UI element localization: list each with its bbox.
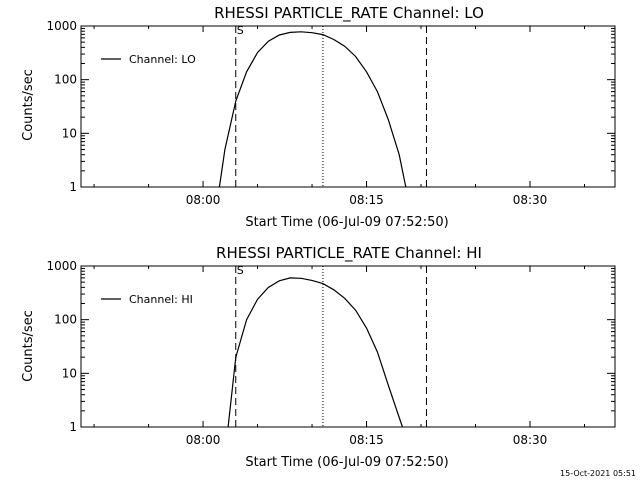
legend-label: Channel: HI — [129, 293, 193, 306]
y-tick-label: 1 — [69, 420, 77, 434]
y-axis-label: Counts/sec — [21, 310, 36, 382]
x-tick-label: 08:00 — [186, 433, 221, 447]
x-tick-label: 08:30 — [513, 433, 548, 447]
x-tick-label: 08:15 — [349, 193, 384, 207]
plot-frame — [80, 265, 616, 428]
y-tick-label: 10 — [62, 366, 77, 380]
x-tick-label: 08:30 — [513, 193, 548, 207]
series-line — [218, 31, 407, 188]
marker-label: S — [237, 24, 244, 37]
x-tick-label: 08:00 — [186, 193, 221, 207]
x-axis-label: Start Time (06-Jul-09 07:52:50) — [245, 455, 448, 470]
plot-frame — [80, 25, 616, 188]
chart-panel-hi: RHESSI PARTICLE_RATE Channel: HI Counts/… — [21, 244, 616, 470]
chart-panel-lo: RHESSI PARTICLE_RATE Channel: LO Counts/… — [21, 4, 616, 230]
y-tick-label: 1 — [69, 180, 77, 194]
y-tick-label: 1000 — [46, 259, 77, 273]
x-axis-label: Start Time (06-Jul-09 07:52:50) — [245, 215, 448, 230]
y-tick-label: 100 — [54, 73, 77, 87]
chart-title: RHESSI PARTICLE_RATE Channel: HI — [216, 244, 482, 263]
x-tick-label: 08:15 — [349, 433, 384, 447]
y-tick-label: 1000 — [46, 19, 77, 33]
y-axis-label: Counts/sec — [21, 69, 36, 141]
chart-title: RHESSI PARTICLE_RATE Channel: LO — [214, 4, 484, 23]
series-line — [227, 277, 404, 428]
legend-label: Channel: LO — [129, 53, 196, 66]
marker-label: S — [237, 264, 244, 277]
timestamp: 15-Oct-2021 05:51 — [560, 469, 636, 478]
y-tick-label: 100 — [54, 313, 77, 327]
y-tick-label: 10 — [62, 126, 77, 140]
